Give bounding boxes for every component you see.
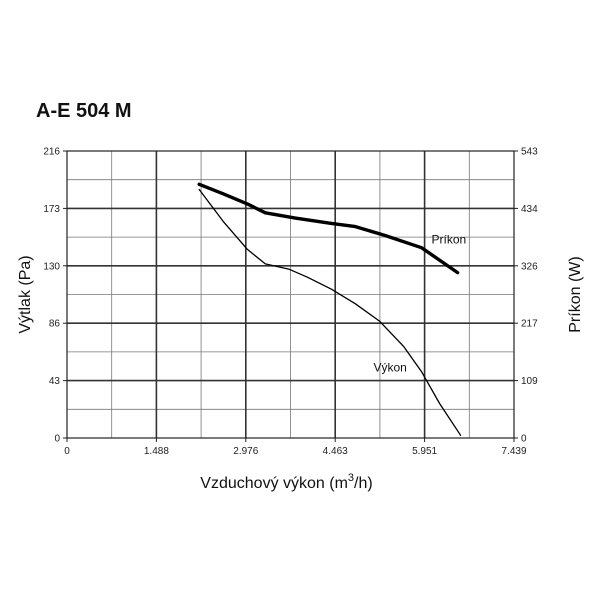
x-tick-label: 4.463 bbox=[323, 446, 348, 457]
series-line-vykon bbox=[198, 188, 462, 436]
major-grid bbox=[67, 151, 514, 438]
y-tick-label-left: 43 bbox=[49, 376, 61, 387]
x-axis-label: Vzduchový výkon (m3/h) bbox=[200, 472, 372, 492]
x-axis-label-main: Vzduchový výkon (m bbox=[200, 475, 348, 492]
chart-title: A-E 504 M bbox=[36, 100, 132, 122]
x-tick-label: 5.951 bbox=[412, 446, 437, 457]
x-axis-label-sup: 3 bbox=[348, 472, 354, 484]
x-tick-label: 2.976 bbox=[233, 446, 258, 457]
y-tick-label-right: 326 bbox=[521, 261, 538, 272]
y-tick-label-left: 216 bbox=[43, 147, 60, 158]
plot-frame bbox=[66, 150, 515, 439]
x-tick-label: 1.488 bbox=[144, 446, 169, 457]
y-tick-label-right: 434 bbox=[521, 204, 538, 215]
axis-ticks bbox=[63, 150, 518, 442]
x-tick-label: 0 bbox=[64, 446, 70, 457]
series-line-prikon bbox=[197, 182, 460, 275]
y-tick-label-right: 0 bbox=[521, 434, 527, 445]
minor-grid bbox=[67, 151, 514, 438]
x-axis-label-tail: /h) bbox=[354, 475, 373, 492]
y-tick-label-right: 109 bbox=[521, 376, 538, 387]
y-axis-label-left: Výtlak (Pa) bbox=[17, 255, 34, 333]
series-lines bbox=[197, 182, 462, 436]
y-tick-label-left: 0 bbox=[54, 434, 60, 445]
series-label-prikon: Príkon bbox=[432, 233, 467, 247]
y-tick-label-right: 217 bbox=[521, 319, 538, 330]
y-tick-label-left: 86 bbox=[49, 319, 61, 330]
y-axis-label-right: Príkon (W) bbox=[567, 256, 584, 332]
series-label-vykon: Výkon bbox=[373, 361, 406, 375]
y-tick-label-left: 173 bbox=[43, 204, 60, 215]
tick-labels: 0 1.488 2.976 4.463 5.951 7.43904386130173216… bbox=[43, 147, 538, 458]
y-tick-label-right: 543 bbox=[521, 147, 538, 158]
x-tick-label: 7.439 bbox=[501, 446, 526, 457]
y-tick-label-left: 130 bbox=[43, 261, 60, 272]
